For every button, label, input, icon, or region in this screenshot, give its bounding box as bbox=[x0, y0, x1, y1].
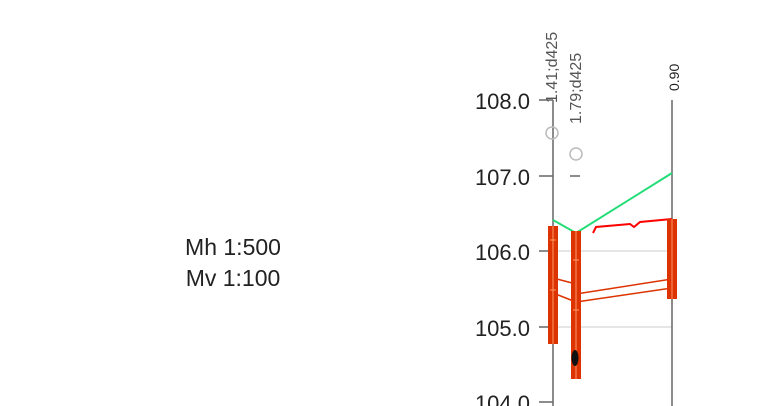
tick-label-104: 104.0 bbox=[475, 391, 530, 406]
circle-marker-1 bbox=[545, 126, 559, 140]
terrain-line bbox=[552, 172, 673, 235]
tick-label-105: 105.0 bbox=[475, 316, 530, 341]
borehole-column-3 bbox=[667, 219, 677, 299]
tick-label-107: 107.0 bbox=[475, 165, 530, 190]
horizontal-scale-label: Mh 1:500 bbox=[185, 234, 281, 260]
layer-lines bbox=[552, 277, 673, 303]
borehole-label-1: 1.41;d425 bbox=[544, 32, 561, 103]
tick-label-108: 108.0 bbox=[475, 89, 530, 114]
circle-marker-2 bbox=[569, 147, 583, 161]
borehole-label-3: 0.90 bbox=[666, 64, 682, 91]
borehole-column-1 bbox=[548, 226, 558, 344]
tick-label-106: 106.0 bbox=[475, 240, 530, 265]
borehole-label-2: 1.79;d425 bbox=[568, 53, 585, 124]
water-level-line bbox=[592, 218, 673, 234]
vertical-scale-label: Mv 1:100 bbox=[185, 265, 281, 291]
sample-marker bbox=[571, 350, 579, 366]
